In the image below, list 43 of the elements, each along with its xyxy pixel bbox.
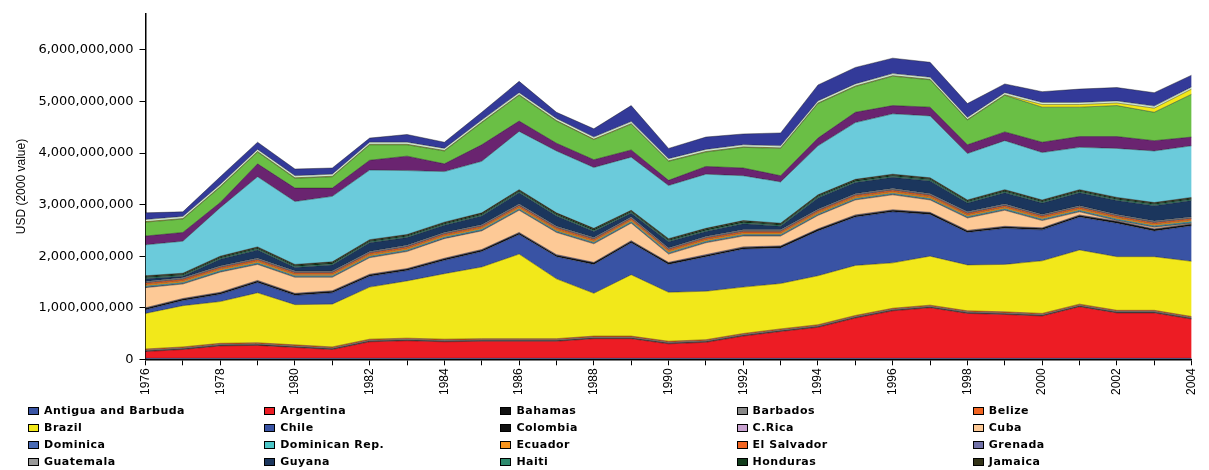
x-tick-label: 1996 bbox=[885, 367, 900, 396]
legend-label: Belize bbox=[988, 404, 1030, 417]
x-tick-label: 1986 bbox=[511, 367, 526, 396]
legend-label: Haiti bbox=[516, 455, 549, 468]
y-tick-label: 5,000,000,000 bbox=[38, 92, 134, 108]
x-tick-label: 2004 bbox=[1183, 367, 1198, 396]
y-tick-label: 3,000,000,000 bbox=[38, 195, 134, 211]
x-tick-label: 1978 bbox=[212, 367, 227, 396]
y-tick-label: 1,000,000,000 bbox=[38, 299, 134, 315]
legend-label: Cuba bbox=[988, 421, 1022, 434]
legend-label: C.Rica bbox=[752, 421, 795, 434]
y-axis-title: USD (2000 value) bbox=[13, 138, 28, 235]
y-tick-label: 0 bbox=[125, 350, 134, 366]
y-tick-label: 6,000,000,000 bbox=[38, 41, 134, 57]
x-tick-label: 1982 bbox=[361, 367, 376, 396]
y-tick-label: 4,000,000,000 bbox=[38, 144, 134, 160]
y-tick-label: 2,000,000,000 bbox=[38, 247, 134, 263]
legend-label: Colombia bbox=[516, 421, 578, 434]
legend-label: El Salvador bbox=[752, 438, 828, 451]
legend-label: Grenada bbox=[988, 438, 1045, 451]
x-tick-label: 1990 bbox=[660, 367, 675, 396]
x-tick-label: 1976 bbox=[137, 367, 152, 396]
x-tick-label: 2002 bbox=[1109, 367, 1124, 396]
x-tick-label: 1994 bbox=[810, 367, 825, 396]
legend-label: Argentina bbox=[280, 404, 347, 417]
legend-label: Dominica bbox=[44, 438, 106, 451]
legend-label: Honduras bbox=[752, 455, 817, 468]
legend-label: Brazil bbox=[44, 421, 83, 434]
legend-label: Chile bbox=[280, 421, 314, 434]
x-tick-label: 1998 bbox=[959, 367, 974, 396]
x-tick-label: 1992 bbox=[735, 367, 750, 396]
legend-label: Antigua and Barbuda bbox=[44, 404, 186, 417]
x-tick-label: 1988 bbox=[586, 367, 601, 396]
legend-label: Dominican Rep. bbox=[280, 438, 385, 451]
legend-label: Guyana bbox=[280, 455, 330, 468]
x-tick-label: 1984 bbox=[436, 367, 451, 396]
x-tick-label: 1980 bbox=[287, 367, 302, 396]
legend-label: Barbados bbox=[752, 404, 816, 417]
legend-label: Ecuador bbox=[516, 438, 571, 451]
legend-label: Guatemala bbox=[44, 455, 116, 468]
legend-label: Bahamas bbox=[516, 404, 577, 417]
x-tick-label: 2000 bbox=[1034, 367, 1049, 396]
legend-label: Jamaica bbox=[988, 455, 1041, 468]
